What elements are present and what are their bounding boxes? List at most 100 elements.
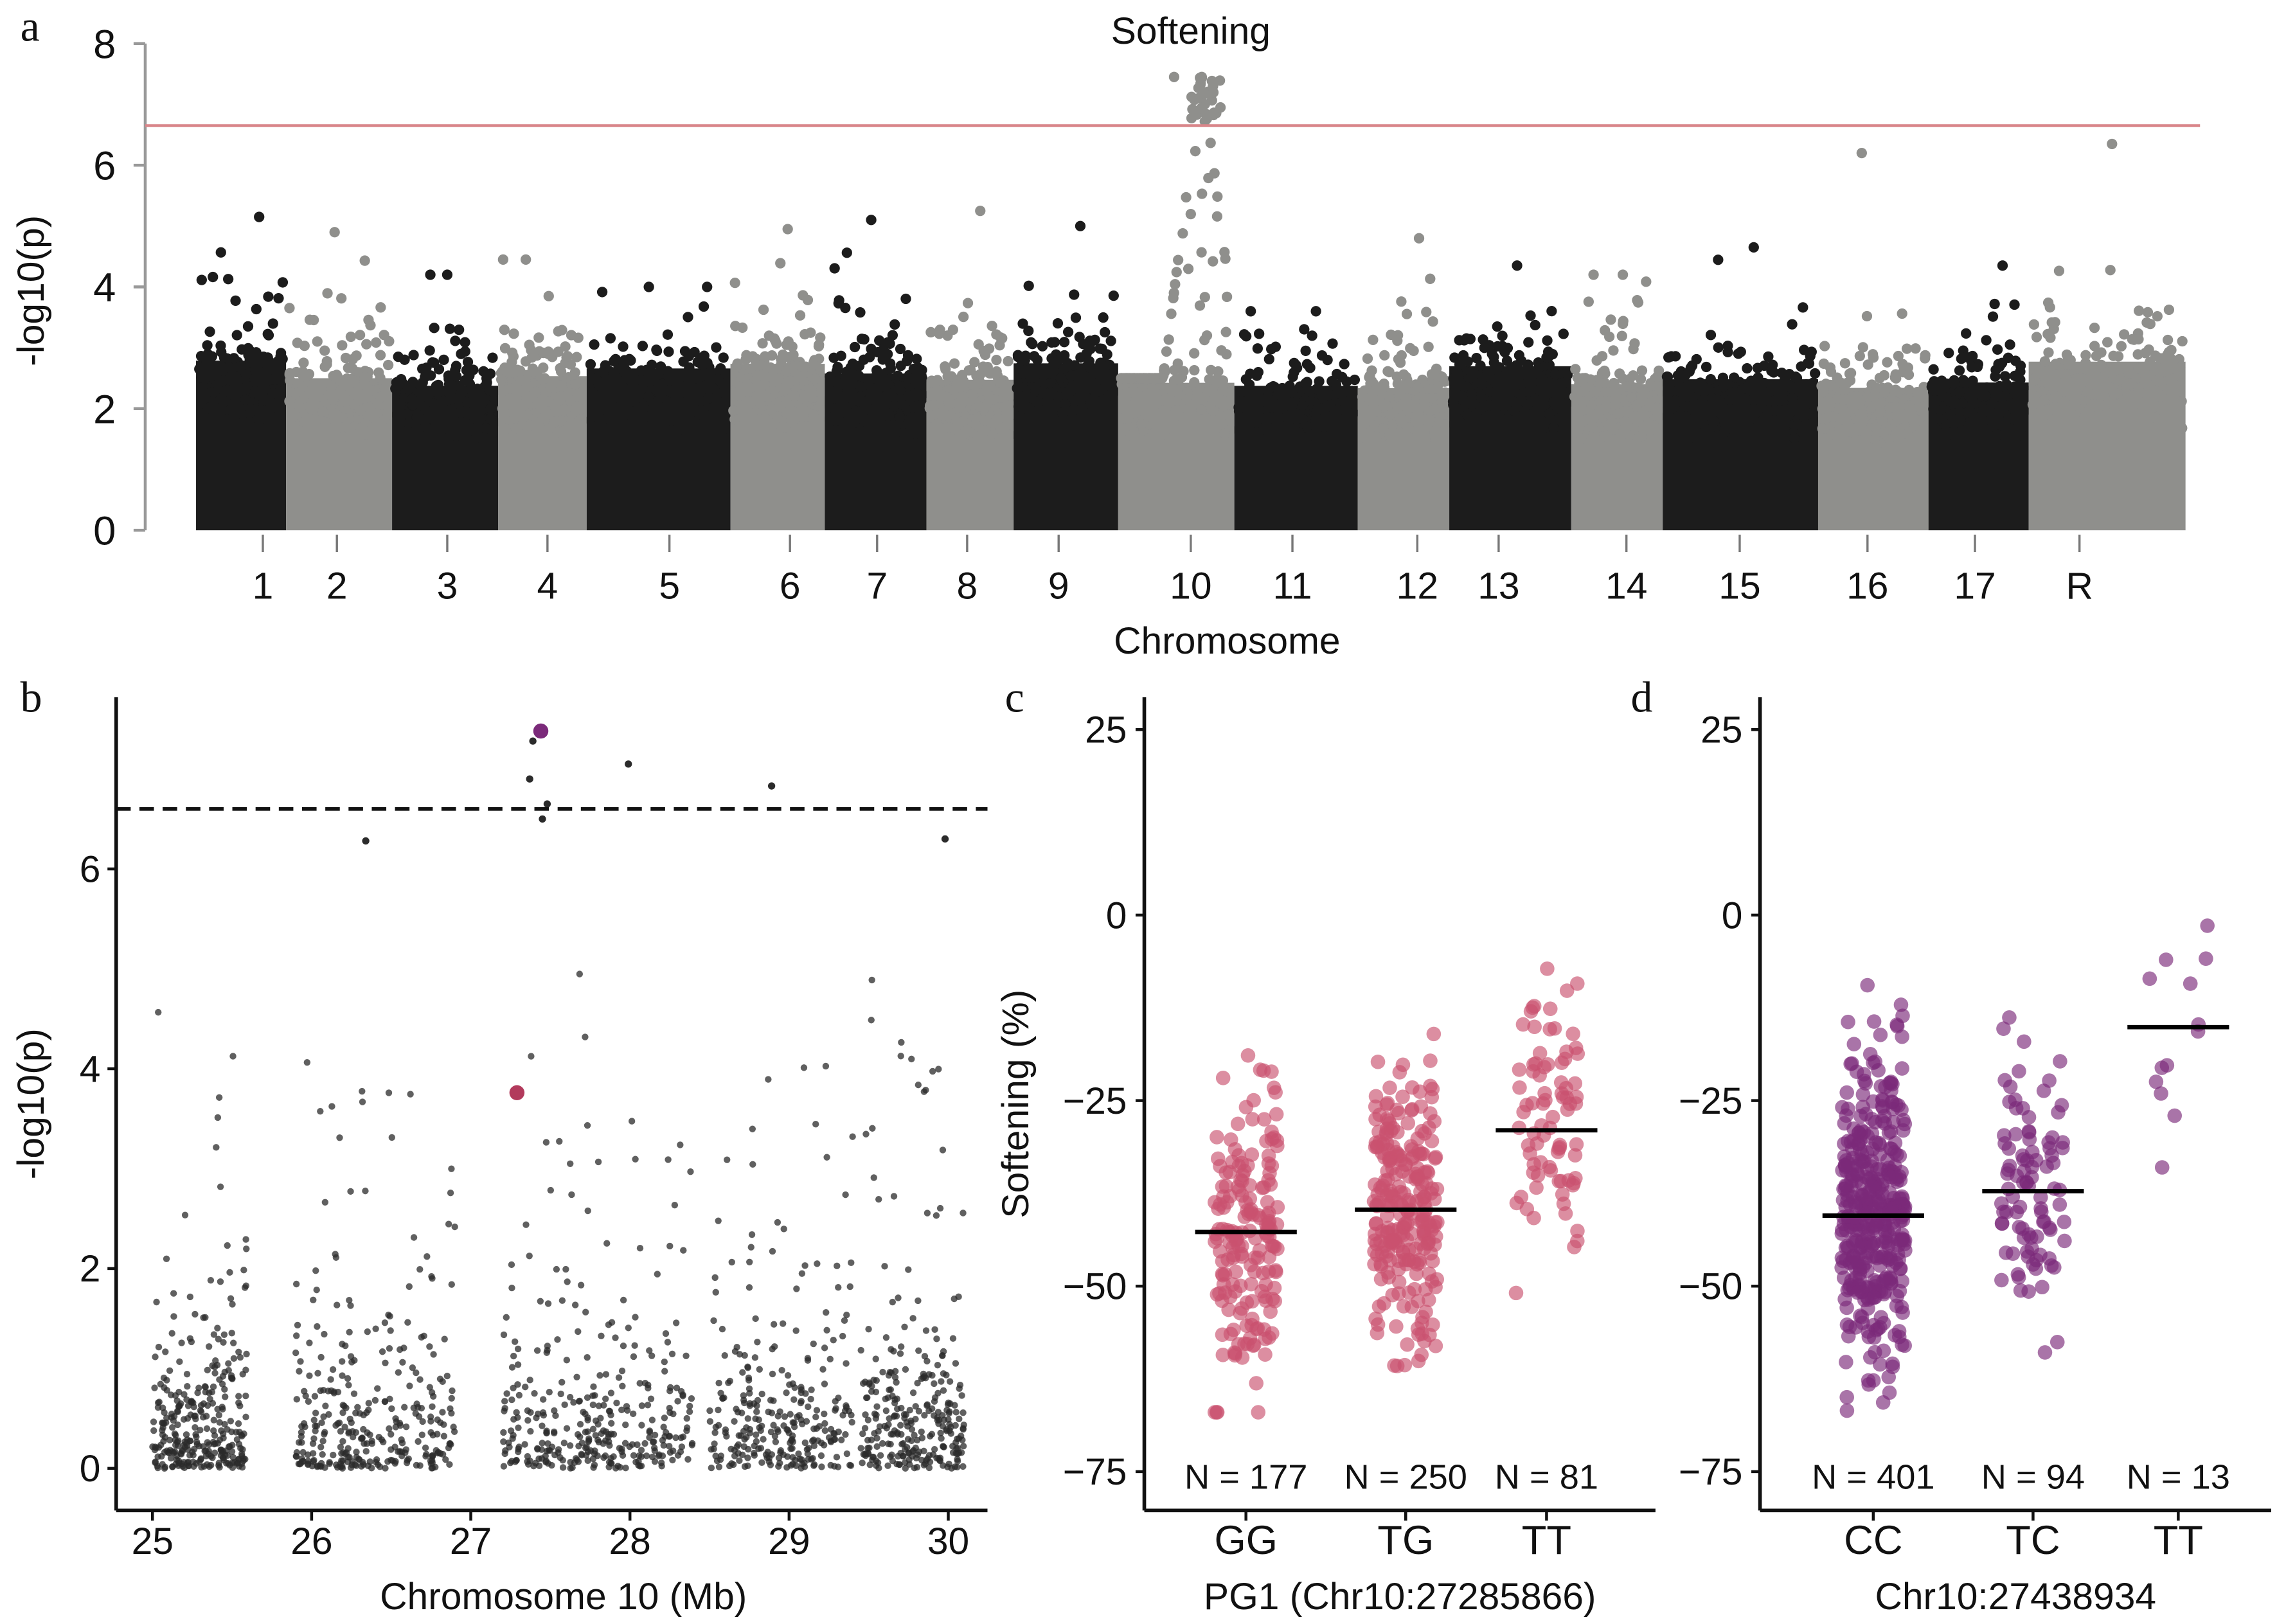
point (434, 1431, 441, 1438)
point (1268, 1085, 1283, 1100)
point (2038, 395, 2049, 406)
point (2084, 404, 2095, 415)
point (1742, 362, 1753, 374)
point (620, 1343, 627, 1350)
point (561, 1401, 568, 1409)
point (962, 298, 974, 308)
point (365, 1400, 372, 1407)
point (1942, 379, 1953, 389)
point-cloud (2028, 361, 2186, 531)
point (2019, 382, 2030, 393)
point (849, 341, 861, 353)
point (1251, 427, 1262, 438)
point (847, 358, 858, 370)
point (597, 1414, 604, 1422)
point (954, 1435, 961, 1443)
point (1183, 263, 1194, 274)
point (672, 1319, 680, 1326)
point (666, 1443, 673, 1450)
point (684, 1456, 692, 1463)
point (911, 1464, 918, 1472)
point (943, 1426, 950, 1433)
point (165, 1449, 173, 1456)
point (1264, 353, 1274, 364)
point (655, 1452, 663, 1459)
point (2163, 304, 2175, 316)
point (582, 1452, 590, 1459)
point (616, 1463, 624, 1471)
point (1588, 269, 1599, 280)
point (1401, 393, 1413, 404)
point (1238, 1195, 1253, 1210)
point (186, 1293, 194, 1301)
x-tick-label: 16 (1846, 565, 1888, 607)
point (552, 1412, 559, 1420)
peak-point (1997, 260, 2008, 271)
point (538, 347, 549, 359)
point (378, 1436, 386, 1443)
point (796, 420, 807, 431)
panel-label-c: c (1005, 674, 1024, 722)
point (1705, 373, 1716, 385)
point (1368, 1311, 1383, 1326)
point (2051, 391, 2062, 403)
point (1470, 416, 1481, 427)
point (878, 373, 889, 384)
point (1030, 384, 1041, 395)
point (1545, 1109, 1560, 1125)
point (349, 375, 360, 386)
point (753, 1408, 760, 1416)
point (721, 1352, 728, 1359)
point (801, 1262, 808, 1269)
point (940, 1443, 947, 1450)
point (921, 1353, 929, 1360)
point (598, 1430, 605, 1437)
point (1570, 976, 1585, 991)
point (958, 391, 969, 402)
point (1395, 357, 1406, 368)
point (638, 1447, 645, 1454)
point (889, 319, 900, 330)
point (1119, 413, 1130, 424)
point (864, 1445, 871, 1452)
point (1341, 422, 1352, 433)
point (2133, 363, 2144, 374)
point (891, 1412, 898, 1419)
point (2005, 339, 2015, 350)
point (1954, 406, 1965, 417)
point (1058, 337, 1070, 348)
point (1819, 341, 1830, 352)
point (534, 1445, 541, 1452)
point (877, 1452, 884, 1459)
point (552, 427, 563, 438)
point (428, 1273, 435, 1280)
point (214, 1114, 222, 1121)
point (774, 1413, 781, 1420)
point (257, 413, 268, 424)
point (181, 1211, 189, 1218)
point (501, 1407, 508, 1414)
point (628, 1118, 636, 1125)
point (804, 1357, 812, 1364)
peak-point (1512, 260, 1522, 271)
point (209, 1400, 217, 1407)
point (1729, 372, 1740, 383)
point (1523, 337, 1534, 348)
point (1729, 386, 1740, 397)
point (405, 1455, 412, 1463)
point (969, 357, 980, 368)
point (2134, 305, 2145, 316)
point (1395, 1089, 1410, 1104)
point (1568, 1096, 1584, 1111)
point (210, 1331, 218, 1338)
point (556, 380, 567, 391)
point (163, 1414, 170, 1422)
point (404, 1319, 411, 1326)
point (427, 1429, 434, 1436)
point (1242, 1178, 1258, 1193)
point (775, 258, 786, 269)
point (1212, 1244, 1228, 1259)
point (656, 361, 666, 372)
point (1425, 273, 1436, 284)
point (1400, 1116, 1416, 1131)
